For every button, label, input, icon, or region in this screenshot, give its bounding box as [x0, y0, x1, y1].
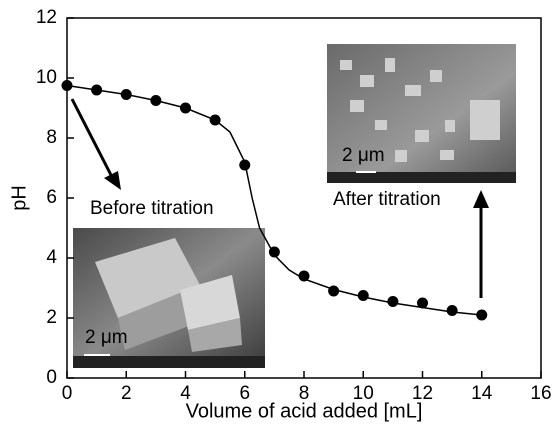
- data-point: [91, 85, 102, 96]
- data-point: [447, 305, 458, 316]
- y-tick-label: 12: [36, 7, 57, 28]
- annotation: After titration: [333, 189, 441, 210]
- data-point: [239, 160, 250, 171]
- annotation: Before titration: [90, 198, 214, 219]
- y-tick-label: 0: [46, 367, 57, 388]
- chart: 2 μm 2 μm Before titration After titrati…: [0, 0, 555, 435]
- data-point: [299, 271, 310, 282]
- data-point: [180, 103, 191, 114]
- x-tick-label: 8: [299, 383, 310, 404]
- y-tick-label: 8: [46, 127, 57, 148]
- data-point: [210, 115, 221, 126]
- sem-after: 2 μm: [327, 44, 516, 183]
- scale-bar-label: 2 μm: [85, 327, 128, 348]
- y-tick-label: 4: [46, 247, 57, 268]
- data-point: [417, 298, 428, 309]
- y-tick-label: 2: [46, 307, 57, 328]
- data-point: [150, 95, 161, 106]
- data-point: [121, 89, 132, 100]
- data-point: [358, 290, 369, 301]
- y-tick-label: 10: [36, 67, 57, 88]
- data-point: [328, 286, 339, 297]
- x-tick-label: 16: [530, 383, 551, 404]
- x-tick-label: 14: [471, 383, 493, 404]
- sem-before: 2 μm: [73, 228, 265, 368]
- data-point: [269, 247, 280, 258]
- data-point: [476, 310, 487, 321]
- x-tick-label: 10: [353, 383, 374, 404]
- y-axis-label: pH: [8, 185, 30, 211]
- data-point: [387, 296, 398, 307]
- x-tick-label: 6: [239, 383, 250, 404]
- x-tick-label: 2: [121, 383, 132, 404]
- x-tick-label: 0: [62, 383, 73, 404]
- scale-bar-label: 2 μm: [342, 145, 385, 166]
- data-point: [62, 80, 73, 91]
- x-tick-label: 12: [412, 383, 433, 404]
- x-tick-label: 4: [180, 383, 191, 404]
- y-tick-label: 6: [46, 187, 57, 208]
